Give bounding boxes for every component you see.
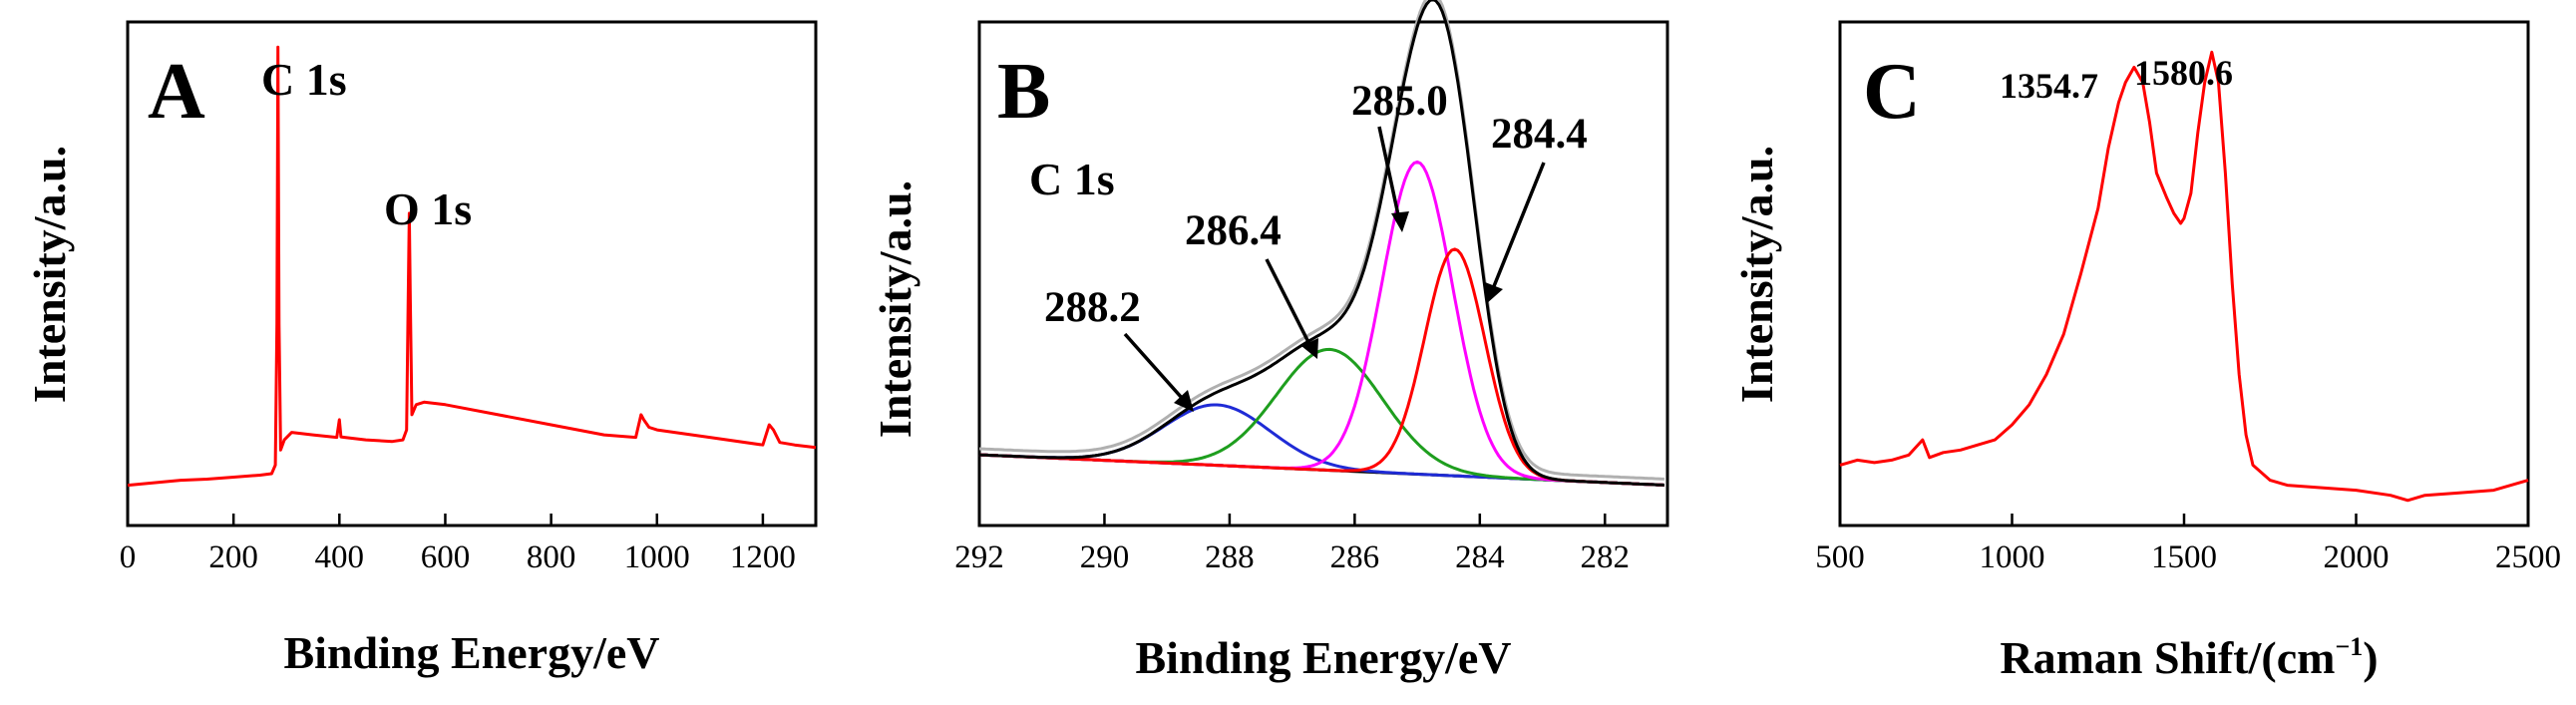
panel-c-x-tick-label: 2000 xyxy=(2324,539,2390,575)
panel-a-x-axis-title: Binding Energy/eV xyxy=(283,627,659,678)
panel-b-x-tick-label: 282 xyxy=(1581,539,1631,575)
arrowhead-284-4 xyxy=(1485,282,1503,304)
panel-c-x-tick-label: 1000 xyxy=(1980,539,2045,575)
panel-b-series xyxy=(978,0,1664,487)
panel-a-annotation-c1s: C 1s xyxy=(261,54,347,105)
panel-a-y-axis-title: Intensity/a.u. xyxy=(24,146,75,403)
panel-a-x-tick-label: 0 xyxy=(120,539,137,575)
arrow-288-2 xyxy=(1123,332,1192,409)
arrow-286-4 xyxy=(1265,258,1315,353)
panel-c-x-ticks: 500 1000 1500 2000 2500 xyxy=(1815,514,2561,575)
arrow-285-0 xyxy=(1377,126,1402,225)
panel-a-annotation-o1s: O 1s xyxy=(384,183,472,234)
panel-b: 292 290 288 286 284 282 B C 1s 288.2 286.4 28… xyxy=(870,0,1669,683)
panel-a-x-tick-label: 200 xyxy=(208,539,258,575)
panel-b-x-ticks: 292 290 288 286 284 282 xyxy=(954,514,1630,575)
panel-c-frame xyxy=(1838,20,2530,528)
arrow-284-4 xyxy=(1488,162,1546,297)
panel-a-series xyxy=(127,45,817,488)
panel-b-raw-data-line xyxy=(978,0,1664,481)
panel-b-annotation-286-4: 286.4 xyxy=(1185,207,1282,254)
panel-c-x-tick-label: 500 xyxy=(1815,539,1865,575)
panel-b-y-axis-title: Intensity/a.u. xyxy=(870,180,920,438)
panel-c-annotation-1580-6: 1580.6 xyxy=(2134,53,2233,93)
panel-b-x-tick-label: 290 xyxy=(1080,539,1130,575)
panel-a-letter: A xyxy=(148,48,205,136)
panel-b-x-tick-label: 292 xyxy=(954,539,1004,575)
panel-c-x-tick-label: 2500 xyxy=(2495,539,2561,575)
panel-a-x-tick-label: 800 xyxy=(527,539,576,575)
panel-c: 500 1000 1500 2000 2500 C 1354.7 1580.6 Rama… xyxy=(1731,20,2561,683)
panel-a: 0 200 400 600 800 1000 1200 A C 1s O 1s Bindin… xyxy=(24,20,818,678)
arrowhead-286-4 xyxy=(1301,338,1318,359)
panel-c-y-axis-title: Intensity/a.u. xyxy=(1731,146,1782,403)
panel-b-x-axis-title: Binding Energy/eV xyxy=(1135,632,1511,683)
panel-b-letter: B xyxy=(997,48,1050,136)
panel-b-x-tick-label: 286 xyxy=(1330,539,1380,575)
panel-c-annotation-1354-7: 1354.7 xyxy=(2000,66,2098,106)
panel-c-series-line xyxy=(1839,50,2529,503)
arrowhead-285-0 xyxy=(1391,211,1409,232)
panel-a-frame xyxy=(126,20,818,528)
panel-b-annotation-288-2: 288.2 xyxy=(1044,284,1141,331)
panel-b-arrows xyxy=(1123,126,1546,412)
panel-b-c1s-label: C 1s xyxy=(1029,154,1115,204)
panel-a-x-tick-label: 600 xyxy=(421,539,471,575)
panel-a-x-tick-label: 1200 xyxy=(730,539,796,575)
panel-b-x-tick-label: 288 xyxy=(1205,539,1255,575)
arrowhead-288-2 xyxy=(1174,390,1194,412)
panel-c-x-tick-label: 1500 xyxy=(2151,539,2217,575)
panel-b-frame xyxy=(977,20,1669,528)
panel-a-x-ticks: 0 200 400 600 800 1000 1200 xyxy=(120,514,796,575)
panel-b-fitted-envelope-line xyxy=(978,0,1664,487)
panel-c-series xyxy=(1839,50,2529,503)
panel-b-x-tick-label: 284 xyxy=(1455,539,1505,575)
panel-a-x-tick-label: 1000 xyxy=(624,539,690,575)
panel-a-x-tick-label: 400 xyxy=(315,539,365,575)
panel-a-series-line xyxy=(127,45,817,488)
panel-c-x-axis-title: Raman Shift/(cm−1) xyxy=(2000,632,2378,683)
panel-b-annotation-284-4: 284.4 xyxy=(1491,111,1588,158)
panel-c-letter: C xyxy=(1863,48,1921,136)
panel-b-286-4-component-line xyxy=(978,347,1664,487)
panel-b-annotation-285-0: 285.0 xyxy=(1351,78,1448,125)
